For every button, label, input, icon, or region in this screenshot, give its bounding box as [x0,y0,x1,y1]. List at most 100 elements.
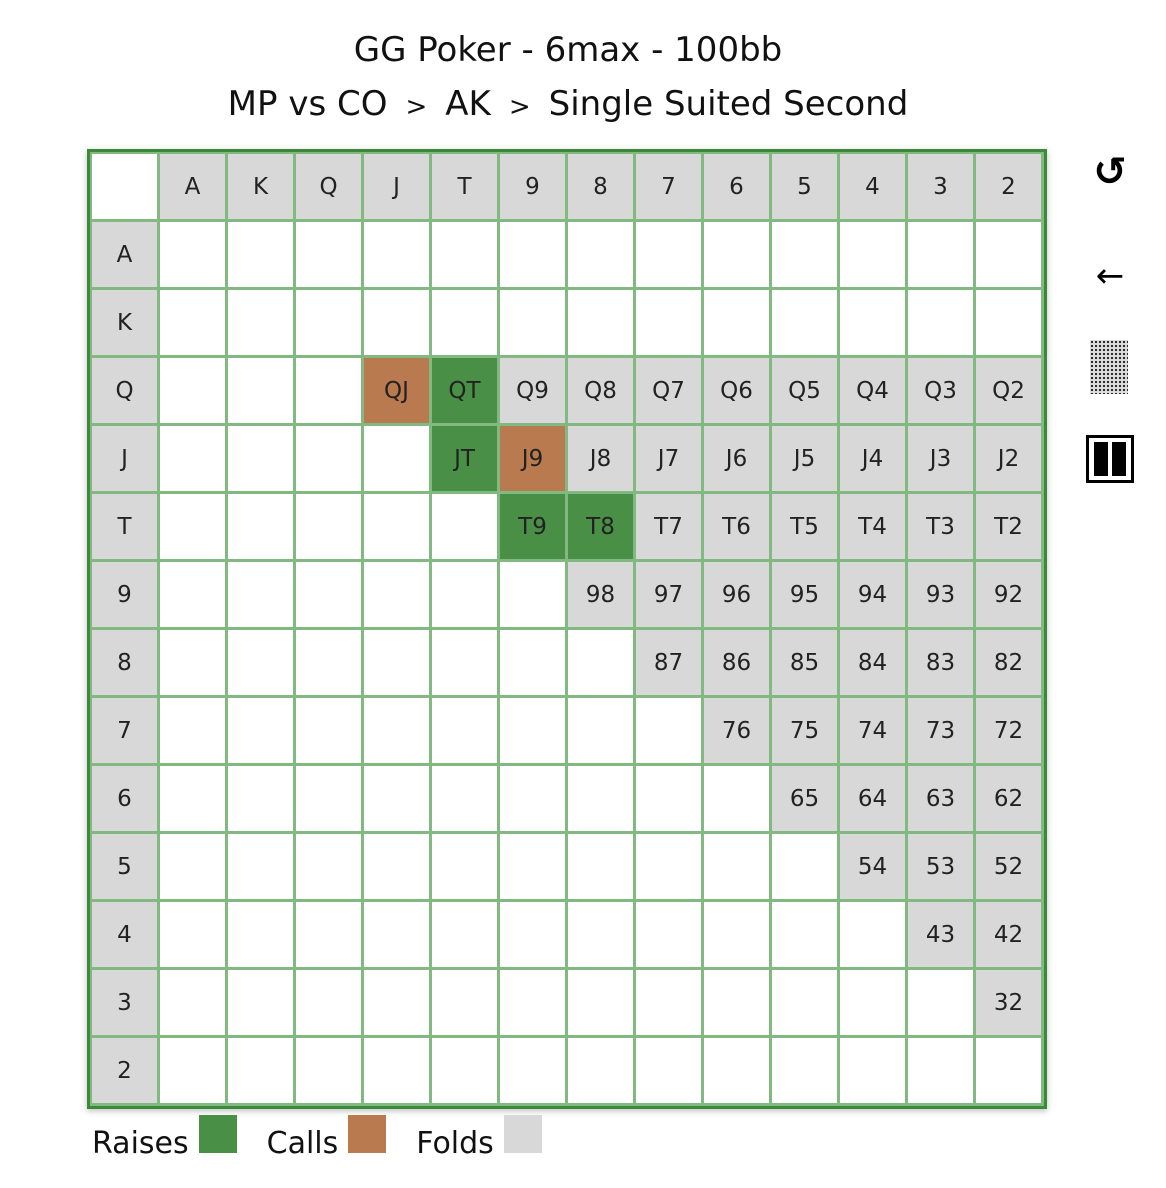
hand-cell[interactable]: 32 [976,970,1041,1035]
hand-cell[interactable]: 86 [704,630,769,695]
hand-cell[interactable]: T3 [908,494,973,559]
empty-cell [772,834,837,899]
empty-cell [296,630,361,695]
hand-cell[interactable]: 94 [840,562,905,627]
hand-cell[interactable]: 65 [772,766,837,831]
reset-icon[interactable]: ↺ [1093,149,1127,195]
hand-cell[interactable]: 75 [772,698,837,763]
hand-cell[interactable]: 63 [908,766,973,831]
hand-cell[interactable]: J3 [908,426,973,491]
hand-cell[interactable]: 72 [976,698,1041,763]
hand-cell[interactable]: JT [432,426,497,491]
hand-cell[interactable]: QJ [364,358,429,423]
hand-cell[interactable]: 95 [772,562,837,627]
hand-cell[interactable]: 54 [840,834,905,899]
back-arrow-icon[interactable]: ← [1095,256,1125,296]
empty-cell [908,222,973,287]
hand-cell[interactable]: 53 [908,834,973,899]
empty-cell [160,970,225,1035]
hand-cell[interactable]: J2 [976,426,1041,491]
hand-cell[interactable]: J7 [636,426,701,491]
hand-cell[interactable]: Q6 [704,358,769,423]
empty-cell [228,630,293,695]
hand-cell[interactable]: J6 [704,426,769,491]
hand-cell[interactable]: 43 [908,902,973,967]
hand-cell[interactable]: 98 [568,562,633,627]
empty-cell [296,562,361,627]
hand-cell[interactable]: J9 [500,426,565,491]
empty-cell [568,630,633,695]
empty-cell [296,834,361,899]
column-header: 8 [568,154,633,219]
empty-cell [636,766,701,831]
empty-cell [772,970,837,1035]
hand-cell[interactable]: 42 [976,902,1041,967]
row-header: 2 [92,1038,157,1103]
hand-cell[interactable]: 83 [908,630,973,695]
hand-cell[interactable]: J5 [772,426,837,491]
legend-label: Raises [92,1126,189,1161]
column-header: T [432,154,497,219]
empty-cell [228,698,293,763]
hand-cell[interactable]: QT [432,358,497,423]
hand-cell[interactable]: 96 [704,562,769,627]
hand-cell[interactable]: 93 [908,562,973,627]
hand-cell[interactable]: T7 [636,494,701,559]
empty-cell [228,358,293,423]
empty-cell [568,698,633,763]
empty-cell [636,902,701,967]
hand-cell[interactable]: 73 [908,698,973,763]
hand-range-matrix: A K Q J T 9 8 7 6 5 4 3 2 A K Q QJ QT Q9 Q8 Q7 Q6 Q5 Q4 Q3 Q2 J JT J… [87,149,1047,1109]
hand-cell[interactable]: Q3 [908,358,973,423]
empty-cell [500,290,565,355]
hand-cell[interactable]: T4 [840,494,905,559]
empty-cell [364,222,429,287]
hand-cell[interactable]: 62 [976,766,1041,831]
row-header: Q [92,358,157,423]
pause-icon[interactable] [1086,435,1134,483]
hand-cell[interactable]: J8 [568,426,633,491]
hand-cell[interactable]: 84 [840,630,905,695]
hand-cell[interactable]: Q2 [976,358,1041,423]
empty-cell [568,222,633,287]
hand-cell[interactable]: T9 [500,494,565,559]
hand-cell[interactable]: 74 [840,698,905,763]
row-header: T [92,494,157,559]
hand-cell[interactable]: 82 [976,630,1041,695]
hand-cell[interactable]: 64 [840,766,905,831]
legend-label: Calls [266,1126,339,1161]
hand-cell[interactable]: T5 [772,494,837,559]
legend-item-call: Calls [267,1114,387,1174]
hand-cell[interactable]: 92 [976,562,1041,627]
hand-cell[interactable]: Q4 [840,358,905,423]
breadcrumb-item-hand[interactable]: AK [445,84,491,124]
hand-cell[interactable]: T6 [704,494,769,559]
hand-cell[interactable]: Q5 [772,358,837,423]
hand-cell[interactable]: Q9 [500,358,565,423]
hand-cell[interactable]: 87 [636,630,701,695]
pattern-toggle-icon[interactable] [1090,340,1128,394]
empty-cell [160,698,225,763]
empty-cell [160,562,225,627]
breadcrumb: MP vs CO > AK > Single Suited Second [0,84,1136,127]
hand-cell[interactable]: Q7 [636,358,701,423]
hand-cell[interactable]: 76 [704,698,769,763]
hand-cell[interactable]: 85 [772,630,837,695]
empty-cell [704,834,769,899]
hand-cell[interactable]: Q8 [568,358,633,423]
empty-cell [432,902,497,967]
hand-cell[interactable]: 52 [976,834,1041,899]
empty-cell [772,222,837,287]
empty-cell [772,290,837,355]
empty-cell [636,834,701,899]
row-header: K [92,290,157,355]
hand-cell[interactable]: T8 [568,494,633,559]
hand-cell[interactable]: T2 [976,494,1041,559]
empty-cell [228,834,293,899]
hand-cell[interactable]: 97 [636,562,701,627]
column-header: 6 [704,154,769,219]
hand-cell[interactable]: J4 [840,426,905,491]
breadcrumb-item-matchup[interactable]: MP vs CO [227,84,388,124]
empty-cell [160,222,225,287]
empty-cell [296,766,361,831]
